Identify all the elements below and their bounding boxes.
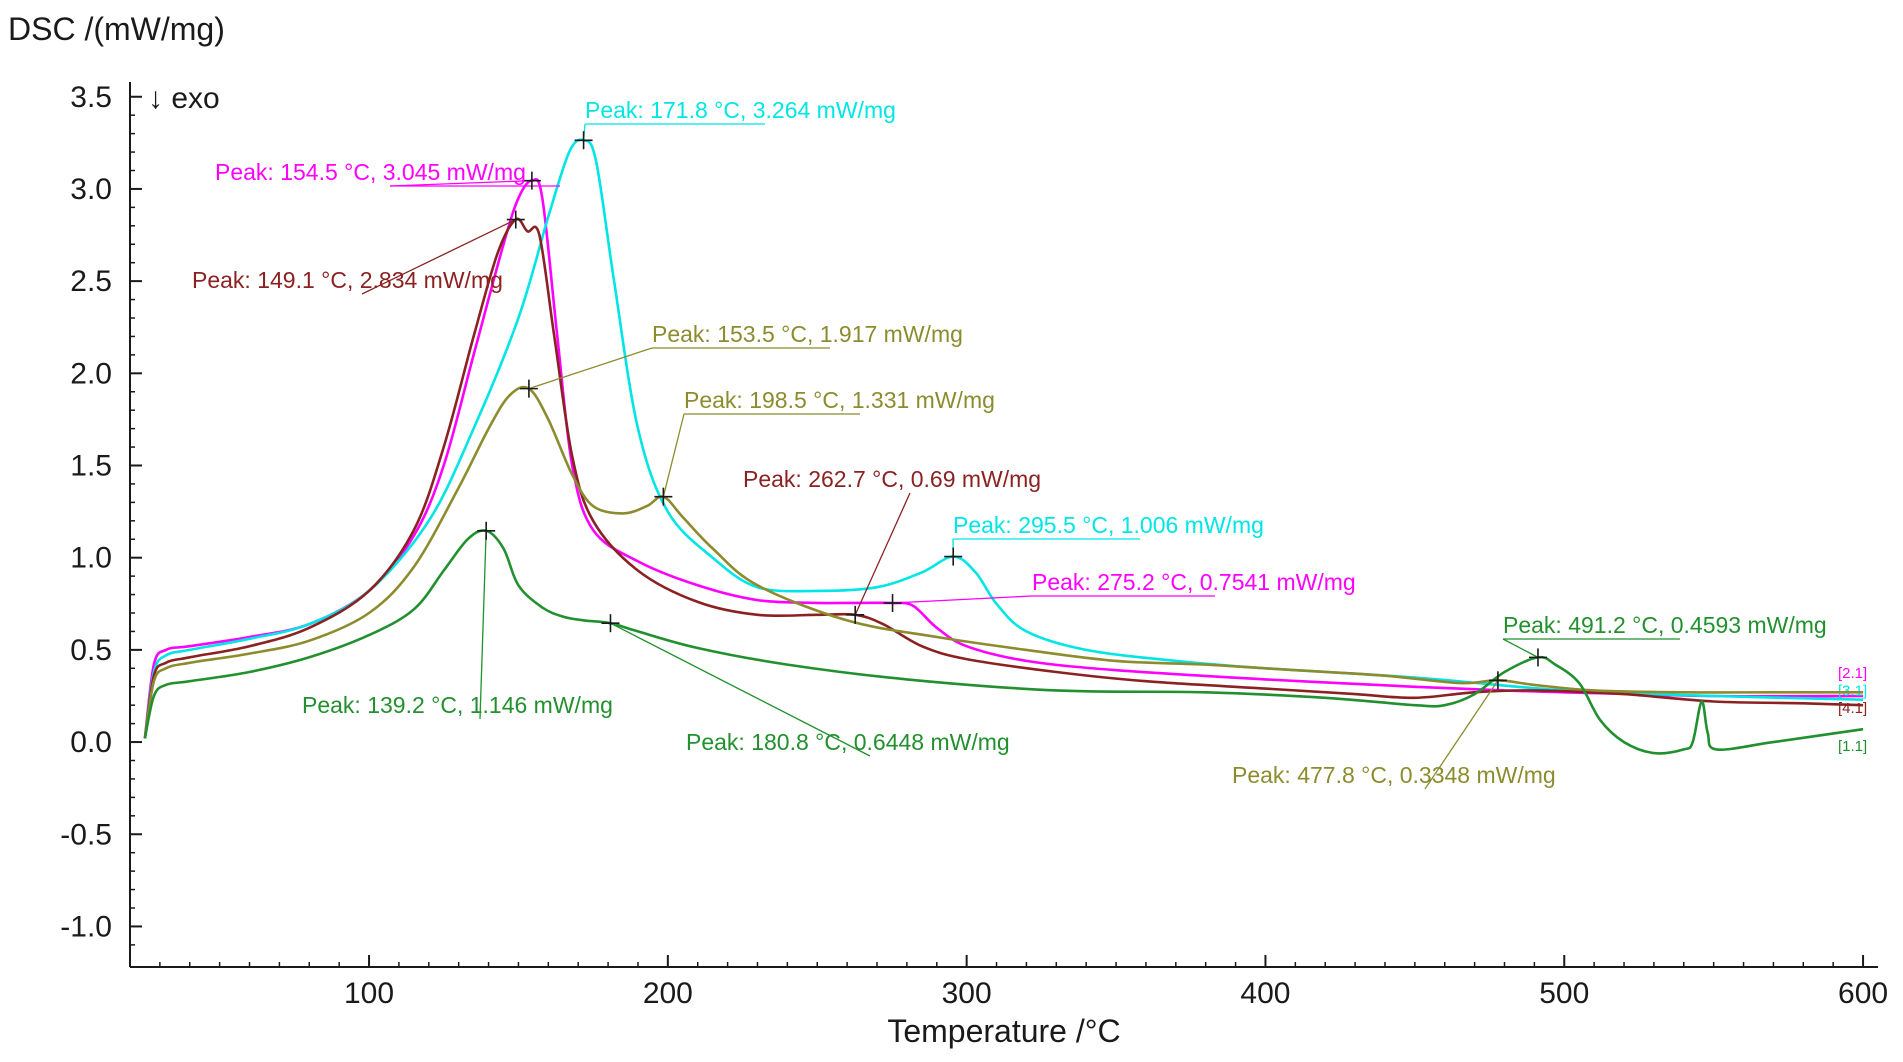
- x-tick-label: 600: [1838, 977, 1888, 1010]
- peak-leader-line: [389, 179, 532, 187]
- peak-label: Peak: 477.8 °C, 0.3348 mW/mg: [1232, 762, 1556, 788]
- peak-label: Peak: 491.2 °C, 0.4593 mW/mg: [1503, 612, 1827, 638]
- series-line: [143, 138, 1864, 739]
- peak-leader-line: [1502, 638, 1539, 658]
- series-line: [143, 529, 1864, 755]
- y-tick-label: -0.5: [60, 818, 112, 851]
- peak-label: Peak: 153.5 °C, 1.917 mW/mg: [652, 321, 963, 347]
- peak-leader-line: [610, 622, 871, 757]
- x-tick-label: 200: [643, 977, 693, 1010]
- series-line: [143, 385, 1864, 739]
- y-tick-label: 2.0: [70, 357, 112, 390]
- y-axis-title: DSC /(mW/mg): [8, 11, 225, 47]
- x-tick-label: 300: [942, 977, 992, 1010]
- peak-label: Peak: 139.2 °C, 1.146 mW/mg: [302, 692, 613, 718]
- x-tick-label: 100: [344, 977, 394, 1010]
- y-tick-label: 2.5: [70, 265, 112, 298]
- series-end-label: [2.1]: [1838, 665, 1867, 682]
- y-tick-label: -1.0: [60, 910, 112, 943]
- x-tick-label: 400: [1240, 977, 1290, 1010]
- axes: 100 200 300 400 500 600 3.5 3.0 2.5 2.0 1.5 1.0 0.5 0…: [60, 81, 1888, 1010]
- y-tick-label: 1.5: [70, 450, 112, 483]
- peak-leader-line: [1424, 679, 1499, 790]
- peak-leader-line: [361, 218, 517, 295]
- peak-label: Peak: 180.8 °C, 0.6448 mW/mg: [686, 729, 1010, 755]
- peak-label: Peak: 198.5 °C, 1.331 mW/mg: [684, 387, 995, 413]
- x-axis-title: Temperature /°C: [887, 1013, 1120, 1049]
- peak-label: Peak: 171.8 °C, 3.264 mW/mg: [585, 97, 896, 123]
- exo-direction-label: ↓ exo: [148, 82, 220, 115]
- x-tick-label: 500: [1539, 977, 1589, 1010]
- y-tick-label: 3.0: [70, 173, 112, 206]
- y-tick-label: 3.5: [70, 81, 112, 114]
- series-line: [143, 217, 1864, 739]
- peak-leader-line: [892, 595, 1033, 604]
- series-end-label: [4.1]: [1838, 700, 1867, 717]
- peak-label: Peak: 275.2 °C, 0.7541 mW/mg: [1032, 569, 1356, 595]
- series-end-label: [1.1]: [1838, 738, 1867, 755]
- series-line: [143, 178, 1864, 739]
- peak-leader-line: [479, 530, 487, 720]
- y-tick-label: 1.0: [70, 542, 112, 575]
- peak-label: Peak: 262.7 °C, 0.69 mW/mg: [743, 466, 1041, 492]
- series-group: [2.1][3.1][4.1][1.1]: [143, 138, 1867, 755]
- peak-leader-line: [854, 492, 911, 616]
- peak-leader-line: [528, 347, 653, 390]
- peak-label: Peak: 295.5 °C, 1.006 mW/mg: [953, 512, 1264, 538]
- y-tick-label: 0.5: [70, 634, 112, 667]
- peak-annotations: Peak: 171.8 °C, 3.264 mW/mg Peak: 154.5 °…: [192, 97, 1827, 790]
- y-tick-label: 0.0: [70, 726, 112, 759]
- peak-label: Peak: 149.1 °C, 2.834 mW/mg: [192, 267, 503, 293]
- peak-label: Peak: 154.5 °C, 3.045 mW/mg: [215, 159, 526, 185]
- peak-leader-line: [662, 413, 685, 497]
